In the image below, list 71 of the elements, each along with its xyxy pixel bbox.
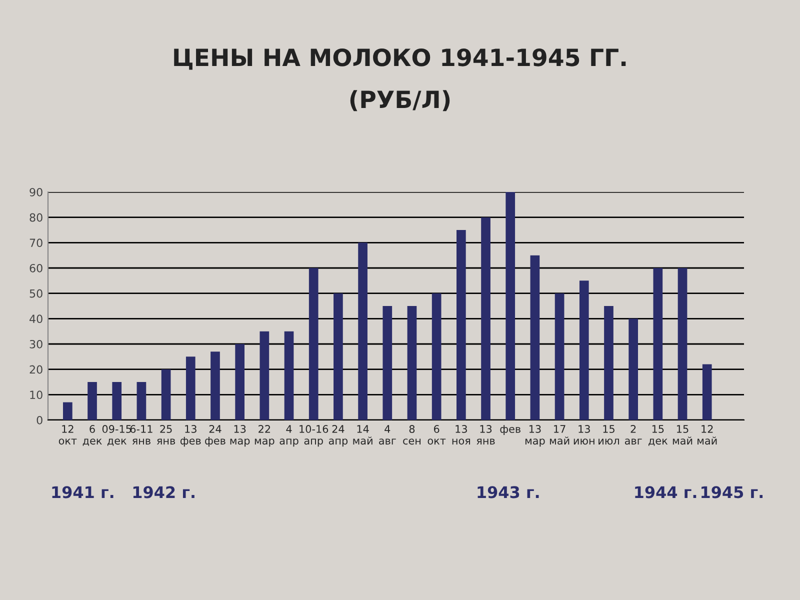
bar — [579, 280, 589, 420]
text: 1943 г. — [478, 486, 539, 498]
bar — [653, 268, 663, 420]
y-tick-label: 0 — [36, 416, 42, 424]
bar — [210, 352, 220, 420]
bar — [308, 268, 318, 420]
bar — [88, 382, 97, 420]
y-tick-label: 10 — [30, 390, 42, 400]
bar — [63, 402, 72, 420]
y-tick-label: 70 — [30, 238, 42, 248]
text: 1944 г. — [635, 486, 696, 498]
x-tick-label: 13 ноя — [452, 425, 470, 445]
x-tick-label: 13 мар — [230, 425, 250, 447]
x-tick-label: 12 май — [698, 425, 717, 445]
bar — [235, 344, 245, 420]
text: 1945 г. — [702, 486, 763, 498]
y-tick-label: 40 — [30, 314, 42, 324]
x-tick-label: 13 фев — [180, 425, 201, 447]
x-tick-label: 6-11 янв — [130, 425, 152, 444]
x-tick-label: 6 дек — [82, 425, 102, 446]
x-tick-label: 17 май — [550, 425, 570, 445]
bar — [628, 318, 638, 420]
x-tick-label: 09-15 дек — [102, 425, 132, 446]
bar — [334, 293, 343, 420]
text: 1942 г. — [133, 486, 194, 498]
bar — [530, 255, 540, 420]
y-tick-label: 30 — [30, 340, 42, 348]
x-tick-label: 6 окт — [428, 425, 446, 445]
bar — [112, 382, 122, 420]
y-tick-label: 60 — [30, 264, 42, 272]
x-tick-label: 22 мар — [254, 425, 274, 447]
bar — [506, 192, 516, 420]
bar — [186, 356, 196, 420]
bar — [358, 242, 368, 420]
bar — [284, 331, 294, 420]
bar — [382, 306, 392, 420]
text: 1941 г. — [52, 486, 114, 498]
x-tick-label: фев — [500, 425, 520, 435]
x-tick-label: 15 май — [672, 425, 692, 445]
x-tick-label: 15 дек — [648, 425, 668, 446]
x-tick-label: 13 июн — [574, 425, 594, 445]
x-tick-label: 2 авг — [624, 425, 642, 445]
y-tick-label: 50 — [30, 289, 42, 298]
bar — [702, 364, 712, 420]
bar — [604, 306, 614, 420]
x-tick-label: 10-16 апр — [300, 425, 328, 447]
y-tick-label: 90 — [30, 188, 42, 196]
bar — [481, 217, 490, 420]
x-tick-label: 4 апр — [280, 425, 298, 447]
bar — [554, 293, 564, 420]
bar — [432, 293, 442, 420]
bar — [456, 230, 466, 420]
x-tick-label: 15 июл — [598, 425, 619, 445]
x-tick-label: 4 авг — [379, 425, 396, 445]
x-tick-label: 25 янв — [157, 425, 176, 444]
bar — [678, 268, 688, 420]
x-tick-label: 13 мар — [525, 425, 545, 447]
y-tick-label: 20 — [30, 365, 42, 374]
bar — [407, 306, 417, 420]
y-tick-label: 80 — [30, 213, 42, 222]
bar — [136, 382, 146, 420]
x-tick-label: 8 сен — [403, 425, 421, 445]
x-tick-label: 24 фев — [205, 425, 226, 447]
x-tick-label: 24 апр — [328, 425, 348, 447]
bar — [260, 331, 270, 420]
chart-title: ЦЕНЫ НА МОЛОКО 1941-1945 ГГ. — [174, 48, 626, 70]
x-tick-label: 14 май — [353, 425, 372, 445]
chart-subtitle: (РУБ/Л) — [350, 90, 450, 112]
x-tick-label: 12 окт — [58, 425, 77, 445]
bar — [161, 369, 171, 420]
x-tick-label: 13 янв — [476, 425, 495, 444]
